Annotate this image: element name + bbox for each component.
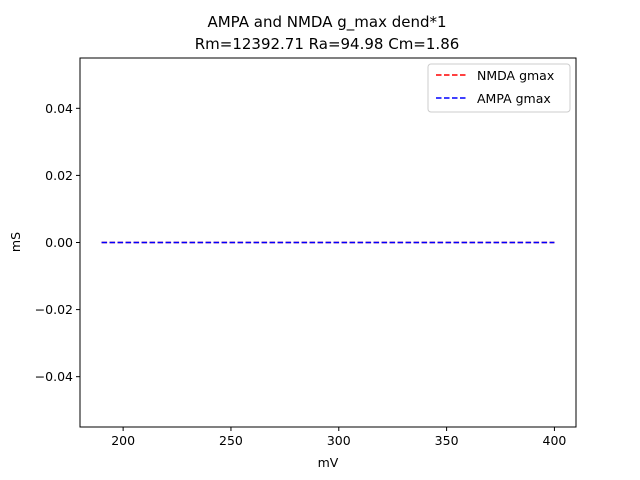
x-tick-label: 400 [543,433,567,448]
legend: NMDA gmax AMPA gmax [427,63,571,113]
y-axis-label: mS [8,232,23,252]
legend-box [427,63,571,113]
chart-subtitle: Rm=12392.71 Ra=94.98 Cm=1.86 [195,35,460,53]
legend-label-ampa: AMPA gmax [477,91,551,106]
x-axis: 200 250 300 350 400 [111,427,566,448]
x-axis-label: mV [318,455,339,470]
y-tick-label: −0.02 [35,302,73,317]
x-tick-label: 300 [327,433,351,448]
legend-label-nmda: NMDA gmax [477,68,554,83]
y-tick-label: −0.04 [35,369,73,384]
x-tick-label: 350 [435,433,459,448]
y-tick-label: 0.04 [45,101,73,116]
x-tick-label: 200 [111,433,135,448]
y-axis: −0.04 −0.02 0.00 0.02 0.04 [35,101,80,384]
x-tick-label: 250 [219,433,243,448]
y-tick-label: 0.00 [45,235,73,250]
y-tick-label: 0.02 [45,168,73,183]
chart-title: AMPA and NMDA g_max dend*1 [207,13,446,32]
